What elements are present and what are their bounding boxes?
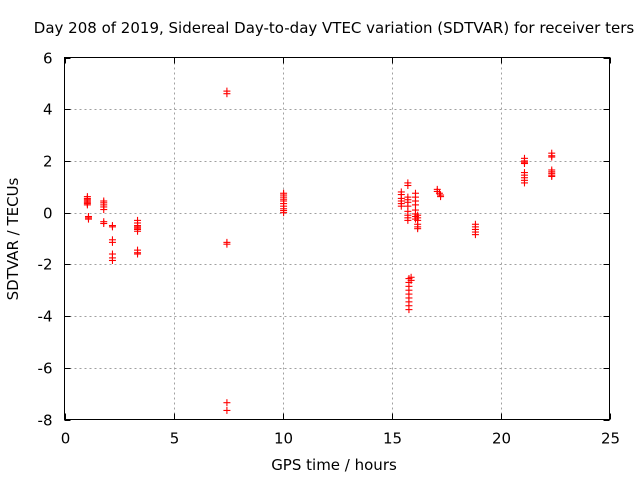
data-point bbox=[414, 225, 422, 233]
x-axis-label: GPS time / hours bbox=[271, 456, 397, 474]
y-tick-label: -2 bbox=[38, 256, 53, 274]
data-point bbox=[223, 240, 231, 248]
y-tick-label: 2 bbox=[43, 153, 53, 171]
axis-ticks: 0 5 10 15 20 25 -8 -6 -4 -2 0 2 4 6 bbox=[38, 50, 621, 448]
y-tick-label: 6 bbox=[43, 50, 53, 68]
chart-title: Day 208 of 2019, Sidereal Day-to-day VTE… bbox=[34, 19, 635, 37]
data-point bbox=[100, 206, 108, 214]
data-point bbox=[134, 227, 142, 235]
data-point bbox=[407, 276, 415, 284]
y-tick-label: 0 bbox=[43, 205, 53, 223]
data-point bbox=[108, 256, 116, 264]
grid-lines bbox=[64, 57, 610, 420]
data-point bbox=[223, 406, 231, 414]
data-point bbox=[437, 193, 445, 201]
y-axis-label: SDTVAR / TECUs bbox=[4, 177, 22, 300]
x-tick-label: 15 bbox=[383, 430, 402, 448]
x-tick-label: 25 bbox=[601, 430, 620, 448]
data-point bbox=[471, 231, 479, 239]
data-point bbox=[280, 209, 288, 217]
data-point bbox=[397, 202, 405, 210]
x-tick-label: 5 bbox=[170, 430, 180, 448]
data-point bbox=[83, 201, 91, 209]
data-point bbox=[108, 238, 116, 246]
data-point bbox=[520, 179, 528, 187]
data-point bbox=[548, 172, 556, 180]
x-tick-label: 20 bbox=[492, 430, 511, 448]
plot-frame bbox=[64, 57, 610, 420]
y-tick-label: -6 bbox=[38, 360, 53, 378]
data-point bbox=[223, 90, 231, 98]
data-point bbox=[404, 216, 412, 224]
data-point bbox=[223, 399, 231, 407]
data-point bbox=[548, 153, 556, 161]
data-point bbox=[404, 181, 412, 189]
data-point bbox=[108, 223, 116, 231]
data-point bbox=[84, 215, 92, 223]
y-tick-label: 4 bbox=[43, 101, 53, 119]
x-tick-label: 10 bbox=[274, 430, 293, 448]
y-tick-label: -4 bbox=[38, 308, 53, 326]
data-points bbox=[83, 87, 556, 414]
data-point bbox=[520, 160, 528, 168]
data-point bbox=[134, 250, 142, 258]
data-point bbox=[100, 220, 108, 228]
y-tick-label: -8 bbox=[38, 412, 53, 430]
x-tick-label: 0 bbox=[61, 430, 71, 448]
data-point bbox=[405, 306, 413, 314]
